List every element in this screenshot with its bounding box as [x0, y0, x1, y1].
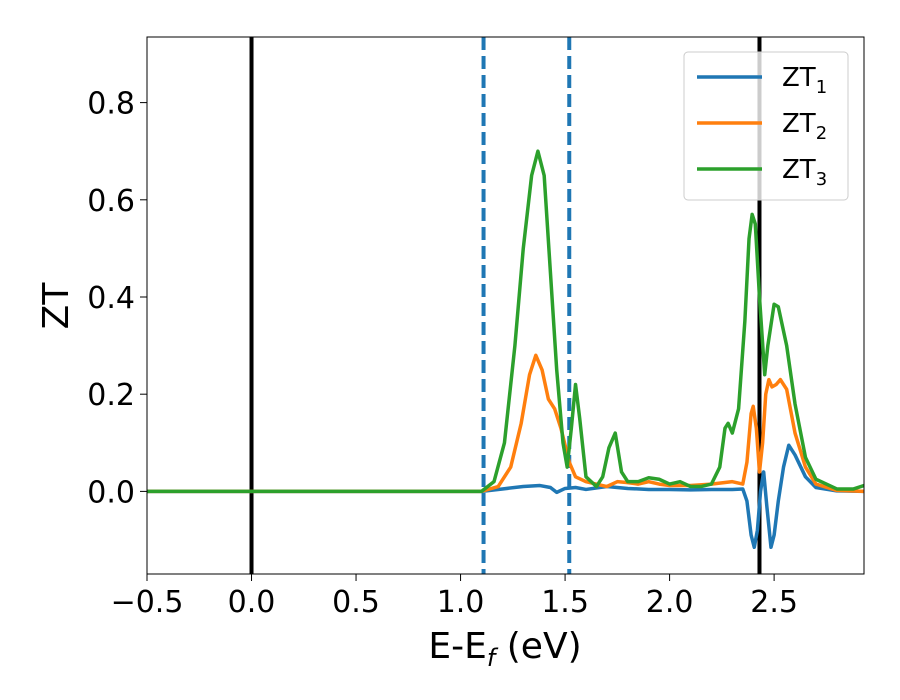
- y-axis-label: ZT: [36, 282, 77, 330]
- y-tick-label: 0.4: [87, 281, 135, 316]
- x-axis-ticks: −0.5 0.0 0.5 1.0 1.5 2.0 2.5: [111, 574, 798, 620]
- plot-frame: [146, 36, 865, 575]
- legend-label-zt3: ZT3: [782, 155, 827, 190]
- y-tick-label: 0.0: [87, 475, 135, 510]
- x-axis-label-main: E-E: [428, 626, 486, 667]
- series-line-zt1: [147, 443, 864, 550]
- x-axis-label: E-Ef (eV): [428, 626, 581, 672]
- x-tick-label: 0.5: [332, 585, 380, 620]
- series-line-zt3: [147, 149, 864, 494]
- y-axis-ticks: 0.0 0.2 0.4 0.6 0.8: [87, 87, 147, 510]
- legend-label-zt1: ZT1: [782, 63, 827, 98]
- series-line-zt2: [147, 353, 864, 494]
- y-tick-label: 0.6: [87, 184, 135, 219]
- x-tick-label: −0.5: [111, 585, 184, 620]
- x-tick-label: 2.0: [646, 585, 694, 620]
- series-lines: [147, 149, 864, 550]
- y-tick-label: 0.8: [87, 87, 135, 122]
- x-axis-label-unit: (eV): [495, 626, 581, 667]
- legend-label-zt2: ZT2: [782, 109, 827, 144]
- reference-lines: [249, 37, 762, 574]
- legend: ZT1 ZT2 ZT3: [683, 51, 849, 201]
- legend-box: [683, 51, 849, 201]
- x-tick-label: 1.5: [541, 585, 589, 620]
- y-tick-label: 0.2: [87, 378, 135, 413]
- x-tick-label: 0.0: [228, 585, 276, 620]
- x-tick-label: 2.5: [750, 585, 798, 620]
- x-tick-label: 1.0: [437, 585, 485, 620]
